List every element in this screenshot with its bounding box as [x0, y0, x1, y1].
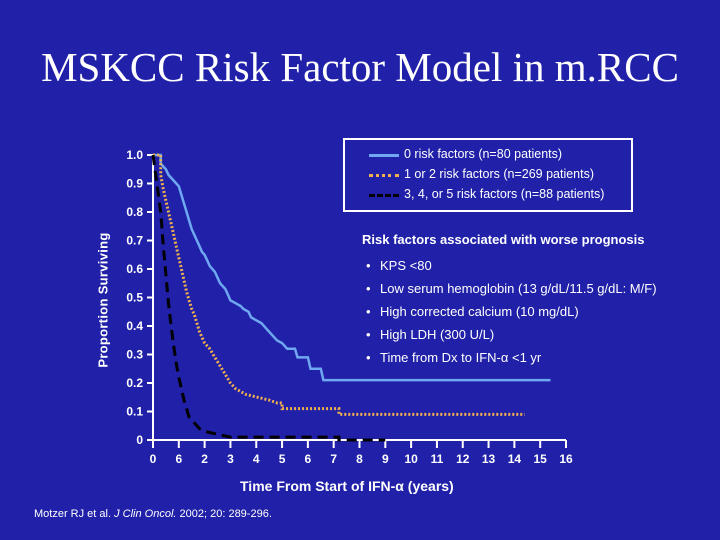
x-tick-label: 3: [227, 452, 234, 466]
y-tick-label: 0.7: [126, 234, 143, 248]
y-tick-label: 0.2: [126, 376, 143, 390]
y-tick-label: 0.6: [126, 262, 143, 276]
risk-factor-item: • High LDH (300 U/L): [366, 327, 495, 342]
x-tick-label: 16: [559, 452, 573, 466]
chart-axes: 0 0.1 0.2 0.3 0.4 0.5 0.6 0.7 0.8 0.9 1.0 0 6 2 3 4 5 6 7 8…: [126, 148, 573, 466]
x-tick-label: 6: [175, 452, 182, 466]
citation-authors: Motzer RJ et al.: [34, 508, 112, 520]
risk-factors-box: Risk factors associated with worse progn…: [352, 222, 682, 370]
y-tick-label: 0.1: [126, 405, 143, 419]
x-tick-label: 2: [201, 452, 208, 466]
x-tick-label: 11: [431, 452, 444, 466]
legend-entry-3-5-risk: 3, 4, or 5 risk factors (n=88 patients): [345, 186, 631, 204]
x-tick-label: 8: [356, 452, 363, 466]
y-tick-label: 0.4: [126, 319, 143, 333]
x-tick-label: 15: [534, 452, 548, 466]
x-tick-label: 12: [456, 452, 470, 466]
risk-factors-title: Risk factors associated with worse progn…: [362, 232, 645, 247]
legend-swatch-dotted: [369, 174, 399, 177]
legend-swatch-dashed: [369, 194, 399, 197]
citation-ref: 2002; 20: 289-296.: [179, 508, 272, 520]
series-line-solid: [153, 153, 551, 382]
legend-entry-1-2-risk: 1 or 2 risk factors (n=269 patients): [345, 166, 631, 184]
x-tick-label: 7: [330, 452, 337, 466]
chart-legend: 0 risk factors (n=80 patients) 1 or 2 ri…: [343, 138, 633, 212]
y-tick-label: 0.5: [126, 291, 143, 305]
y-axis-label: Proportion Surviving: [95, 232, 111, 368]
y-tick-label: 0.8: [126, 205, 143, 219]
bullet-icon: •: [366, 304, 371, 319]
series-layer: [151, 153, 551, 442]
x-tick-label: 6: [305, 452, 312, 466]
legend-swatch-solid: [369, 154, 399, 157]
y-tick-label: 0.3: [126, 348, 143, 362]
x-tick-label: 4: [253, 452, 260, 466]
bullet-icon: •: [366, 281, 371, 296]
legend-label: 3, 4, or 5 risk factors (n=88 patients): [404, 187, 605, 201]
x-tick-label: 9: [382, 452, 389, 466]
risk-factor-item: • Low serum hemoglobin (13 g/dL/11.5 g/dL…: [366, 281, 657, 296]
bullet-icon: •: [366, 258, 371, 273]
bullet-icon: •: [366, 350, 371, 365]
y-tick-label: 0.9: [126, 177, 143, 191]
y-tick-label: 0: [136, 433, 143, 447]
chart-title: MSKCC Risk Factor Model in m.RCC: [41, 44, 679, 90]
series-line-dashed: [151, 154, 386, 442]
legend-entry-0-risk: 0 risk factors (n=80 patients): [345, 146, 631, 164]
x-tick-label: 13: [482, 452, 496, 466]
y-tick-label: 1.0: [126, 148, 143, 162]
bullet-icon: •: [366, 327, 371, 342]
x-tick-label: 14: [508, 452, 522, 466]
risk-factor-item: • High corrected calcium (10 mg/dL): [366, 304, 579, 319]
legend-label: 1 or 2 risk factors (n=269 patients): [404, 167, 595, 181]
risk-factor-item: • KPS <80: [366, 258, 432, 273]
citation-journal: J Clin Oncol.: [114, 508, 177, 520]
citation: Motzer RJ et al. J Clin Oncol. 2002; 20:…: [34, 508, 272, 520]
x-axis-label: Time From Start of IFN-α (years): [240, 478, 454, 494]
x-tick-label: 10: [404, 452, 418, 466]
legend-label: 0 risk factors (n=80 patients): [404, 147, 563, 161]
risk-factor-item: • Time from Dx to IFN-α <1 yr: [366, 350, 542, 365]
x-tick-label: 5: [279, 452, 286, 466]
series-line-dotted: [153, 153, 525, 416]
x-tick-label: 0: [150, 452, 157, 466]
